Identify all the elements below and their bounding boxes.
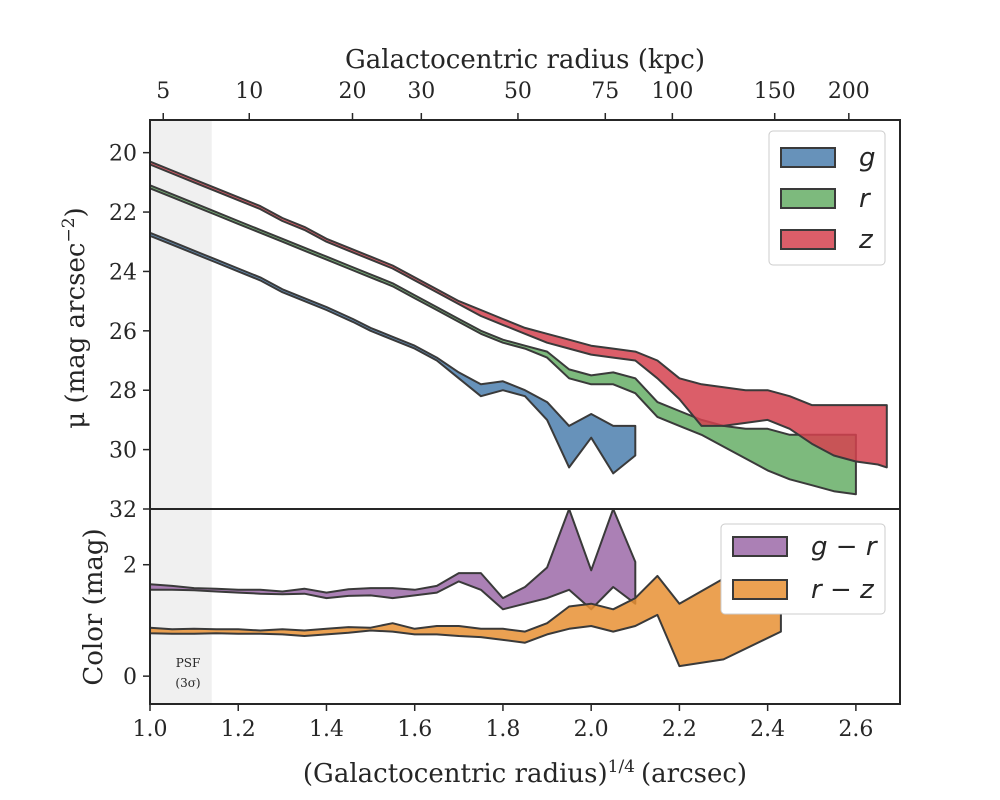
bottom-y-axis-label: Color (mag)	[79, 528, 109, 685]
top-y-axis-label-superscript: −2	[59, 217, 79, 242]
top-y-tick-label: 28	[109, 379, 137, 404]
top-legend-swatch-z	[780, 229, 836, 250]
top-legend-label-z: z	[858, 225, 874, 255]
top-x-tick-label: 150	[754, 79, 796, 104]
top-x-tick-label: 20	[339, 79, 367, 104]
x-tick-label: 2.0	[574, 717, 609, 742]
bottom-legend-label-gr: g − r	[811, 532, 879, 562]
color-series-band-gr	[149, 508, 637, 611]
bottom-legend-label-rz: r − z	[811, 575, 875, 605]
top-x-tick-label: 75	[591, 79, 619, 104]
top-y-tick-label: 26	[109, 320, 137, 345]
psf-region-bottom	[150, 509, 212, 704]
top-y-tick-label: 24	[109, 260, 137, 285]
top-x-tick-label: 100	[651, 79, 693, 104]
psf-annotation-line1: PSF	[176, 656, 201, 670]
top-x-tick-label: 200	[828, 79, 870, 104]
bottom-legend-swatch-gr	[732, 536, 788, 557]
bottom-panel-frame	[149, 508, 901, 705]
top-x-tick-label: 5	[156, 79, 170, 104]
top-legend: grz	[768, 130, 886, 266]
x-tick-label: 2.4	[750, 717, 785, 742]
x-tick-label: 1.4	[309, 717, 344, 742]
top-legend-label-g: g	[859, 143, 876, 173]
top-y-axis-label-end: )	[61, 207, 91, 217]
color-series-band-rz	[149, 549, 782, 668]
x-axis-label-unit: (arcsec)	[641, 759, 747, 789]
top-legend-swatch-g	[780, 147, 836, 168]
top-y-tick-label: 22	[109, 201, 137, 226]
x-axis-label: (Galactocentric radius)1/4 (arcsec)	[303, 757, 747, 789]
top-y-axis-label-main: μ (mag arcsec	[61, 243, 91, 429]
top-x-tick-label: 10	[235, 79, 263, 104]
top-x-tick-label: 30	[407, 79, 435, 104]
top-x-axis-label: Galactocentric radius (kpc)	[345, 45, 705, 75]
top-y-tick-label: 32	[109, 498, 137, 523]
top-legend-label-r: r	[859, 184, 872, 214]
x-tick-label: 2.6	[838, 717, 873, 742]
psf-annotation-line2: (3σ)	[175, 676, 200, 690]
top-x-tick-label: 50	[504, 79, 532, 104]
psf-region-top	[150, 120, 212, 509]
series-band-z	[149, 160, 888, 469]
top-y-tick-label: 20	[109, 142, 137, 167]
top-y-axis-label: μ (mag arcsec−2)	[59, 207, 91, 428]
x-tick-label: 1.0	[133, 717, 168, 742]
bottom-y-tick-label: 0	[123, 665, 137, 690]
series-band-g	[149, 231, 637, 475]
x-tick-label: 1.8	[485, 717, 520, 742]
x-tick-label: 1.2	[221, 717, 256, 742]
top-y-tick-label: 30	[109, 439, 137, 464]
x-axis-label-main: (Galactocentric radius)	[303, 759, 608, 789]
top-legend-swatch-r	[780, 188, 836, 209]
x-tick-label: 2.2	[662, 717, 697, 742]
series-band-r	[149, 184, 857, 496]
bottom-legend: g − r r − z	[720, 523, 886, 615]
x-axis-label-superscript: 1/4	[608, 757, 635, 777]
bottom-y-tick-label: 2	[123, 554, 137, 579]
bottom-legend-swatch-rz	[732, 579, 788, 600]
x-tick-label: 1.6	[397, 717, 432, 742]
